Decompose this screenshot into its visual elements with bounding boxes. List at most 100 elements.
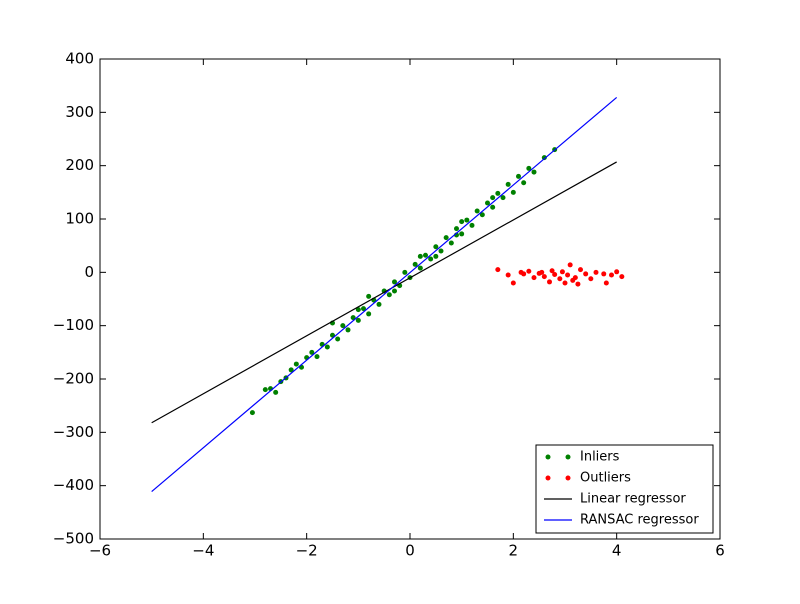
x-tick-label: −2 bbox=[296, 542, 318, 560]
point bbox=[516, 173, 521, 179]
point bbox=[448, 240, 454, 246]
y-tick-label: −300 bbox=[53, 423, 94, 441]
point bbox=[392, 288, 397, 294]
point bbox=[376, 301, 382, 307]
y-tick-label: −400 bbox=[53, 476, 94, 494]
point bbox=[324, 344, 330, 350]
point bbox=[539, 269, 545, 275]
point bbox=[469, 222, 475, 228]
x-tick-label: 6 bbox=[715, 542, 725, 560]
point bbox=[417, 265, 423, 271]
point bbox=[495, 267, 501, 273]
point bbox=[386, 292, 392, 298]
point bbox=[521, 180, 527, 186]
point bbox=[541, 155, 547, 161]
plot-frame bbox=[99, 58, 721, 540]
point bbox=[459, 219, 465, 225]
point bbox=[510, 280, 516, 286]
point bbox=[392, 279, 397, 285]
y-tick-label: 400 bbox=[65, 50, 94, 68]
point bbox=[531, 275, 537, 281]
x-tick-label: 4 bbox=[612, 542, 622, 560]
legend-label: Linear regressor bbox=[580, 492, 686, 507]
point bbox=[541, 274, 547, 280]
point bbox=[293, 361, 299, 367]
point bbox=[366, 293, 372, 299]
point bbox=[490, 195, 496, 201]
point bbox=[572, 275, 578, 281]
point bbox=[249, 410, 255, 416]
point bbox=[588, 276, 594, 282]
x-tick-label: −6 bbox=[89, 542, 111, 560]
point bbox=[521, 271, 527, 277]
point bbox=[428, 256, 434, 262]
y-tick-label: 100 bbox=[65, 210, 94, 228]
point bbox=[552, 271, 558, 277]
point bbox=[262, 387, 268, 393]
point bbox=[479, 212, 485, 218]
point bbox=[454, 226, 459, 232]
legend-label: RANSAC regressor bbox=[580, 513, 699, 528]
line bbox=[151, 96, 618, 492]
point bbox=[601, 271, 607, 277]
point bbox=[593, 269, 599, 275]
point bbox=[355, 317, 361, 323]
legend-marker bbox=[565, 475, 571, 481]
x-tick-label: 2 bbox=[509, 542, 519, 560]
point bbox=[565, 272, 571, 278]
point bbox=[459, 231, 465, 237]
point bbox=[559, 269, 565, 275]
point bbox=[619, 274, 625, 280]
point bbox=[433, 253, 439, 259]
point bbox=[423, 252, 428, 258]
legend: Inliers Outliers Linear regressor RANSAC re… bbox=[535, 444, 714, 534]
point bbox=[505, 181, 511, 187]
point bbox=[500, 195, 506, 201]
point bbox=[355, 307, 361, 313]
point bbox=[273, 389, 279, 395]
legend-label: Outliers bbox=[580, 471, 631, 486]
point bbox=[361, 306, 366, 312]
point bbox=[567, 262, 573, 268]
point bbox=[366, 311, 372, 317]
point bbox=[547, 279, 552, 285]
point bbox=[531, 169, 537, 175]
point bbox=[314, 354, 320, 360]
point bbox=[412, 261, 418, 267]
point bbox=[526, 165, 532, 171]
point bbox=[609, 272, 614, 278]
point bbox=[474, 208, 480, 214]
point bbox=[526, 268, 532, 274]
point bbox=[549, 268, 555, 274]
point bbox=[583, 271, 589, 277]
point bbox=[578, 267, 583, 273]
point bbox=[562, 280, 568, 286]
legend-marker bbox=[545, 454, 551, 460]
legend-marker bbox=[565, 454, 571, 460]
y-tick-label: 300 bbox=[65, 103, 94, 121]
line bbox=[151, 161, 617, 424]
point bbox=[309, 349, 315, 355]
point bbox=[490, 204, 496, 210]
y-tick-label: −100 bbox=[53, 316, 94, 334]
legend-label: Inliers bbox=[580, 450, 620, 465]
y-tick-label: 0 bbox=[84, 263, 94, 281]
point bbox=[485, 200, 490, 206]
point bbox=[417, 253, 423, 259]
point bbox=[340, 323, 346, 329]
x-tick-label: 0 bbox=[405, 542, 415, 560]
point bbox=[443, 235, 449, 241]
point bbox=[464, 217, 470, 223]
point bbox=[402, 269, 408, 275]
y-tick-label: −200 bbox=[53, 370, 94, 388]
point bbox=[614, 269, 620, 275]
legend-box bbox=[535, 444, 714, 534]
y-tick-label: 200 bbox=[65, 156, 94, 174]
point bbox=[335, 336, 341, 342]
point bbox=[495, 190, 501, 196]
x-tick-label: −4 bbox=[192, 542, 214, 560]
point bbox=[345, 327, 351, 333]
point bbox=[288, 367, 294, 373]
